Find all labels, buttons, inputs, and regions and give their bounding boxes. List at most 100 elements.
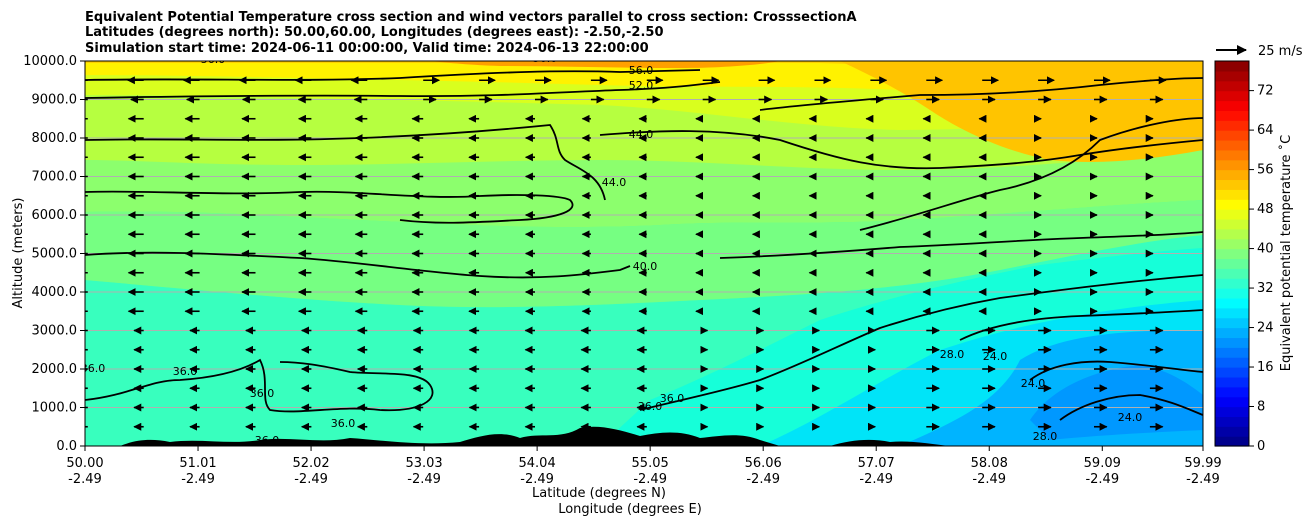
contour-label: 36.0: [331, 417, 356, 430]
colorbar-band: [1215, 209, 1249, 220]
colorbar-tick-label: 56: [1257, 163, 1274, 178]
quiver-key-label: 25 m/s: [1258, 44, 1303, 59]
x-tick-label-lon: -2.49: [633, 472, 667, 487]
y-tick-label: 3000.0: [32, 324, 78, 339]
contour-labels: 56.056.052.044.044.040.036.036.036.036.0…: [81, 52, 1143, 447]
y-tick-label: 0.0: [56, 439, 77, 454]
contour-label: 36.0: [638, 400, 663, 413]
theta-band-20: [1030, 365, 1203, 440]
colorbar-band: [1215, 396, 1249, 408]
x-tick-label-lat: 55.05: [632, 456, 669, 471]
chart-title-line-2: Latitudes (degrees north): 50.00,60.00, …: [85, 25, 664, 40]
colorbar-band: [1215, 278, 1249, 289]
contour-label: 36.0: [255, 434, 280, 447]
colorbar-band: [1215, 169, 1249, 181]
x-tick-label-lat: 58.08: [971, 456, 1008, 471]
x-tick-label-lat: 59.09: [1084, 456, 1121, 471]
x-tick-label-lon: -2.49: [407, 472, 441, 487]
contour-label: 56.0: [201, 53, 226, 66]
colorbar-tick-label: 48: [1257, 202, 1274, 217]
quiver-key: 25 m/s: [1216, 44, 1303, 59]
contour-label: 36.0: [173, 365, 198, 378]
colorbar-band: [1215, 386, 1249, 398]
contour-label: 44.0: [602, 176, 627, 189]
y-tick-label: 7000.0: [32, 170, 78, 185]
colorbar-band: [1215, 416, 1249, 427]
colorbar-band: [1215, 327, 1249, 339]
x-tick-label-lon: -2.49: [1186, 472, 1220, 487]
colorbar-band: [1215, 159, 1249, 171]
colorbar-band: [1215, 218, 1249, 230]
contour-label: 28.0: [1033, 430, 1058, 443]
x-tick-label-lon: -2.49: [859, 472, 893, 487]
y-axis: 0.0 1000.0 2000.0 3000.0 4000.0 5000.0 6000.0 7…: [23, 54, 85, 454]
y-tick-label: 10000.0: [23, 54, 77, 69]
y-tick-label: 1000.0: [32, 401, 78, 416]
colorbar-tick-label: 72: [1257, 84, 1274, 99]
colorbar-band: [1215, 317, 1249, 329]
contour-label: 40.0: [633, 260, 658, 273]
x-tick-label-lon: -2.49: [746, 472, 780, 487]
wind-vectors: [85, 76, 1167, 431]
contour-52: [85, 81, 721, 99]
y-tick-label: 2000.0: [32, 362, 78, 377]
colorbar-band: [1215, 70, 1249, 82]
x-tick-label-lat: 54.04: [519, 456, 556, 471]
contour-label: 36.0: [660, 392, 685, 405]
contour-label: 44.0: [629, 128, 654, 141]
colorbar-tick-label: 64: [1257, 123, 1274, 138]
x-tick-label-lat: 52.02: [292, 456, 329, 471]
contour-24-b: [1059, 394, 1203, 421]
contour-label: 36.0: [81, 362, 106, 375]
colorbar-band: [1215, 238, 1249, 250]
colorbar-band: [1215, 90, 1249, 102]
x-axis-label-lon: Longitude (degrees E): [558, 502, 702, 517]
colorbar-band: [1215, 189, 1249, 200]
x-axis-label-lat: Latitude (degrees N): [532, 486, 666, 501]
colorbar-band: [1215, 268, 1249, 279]
y-tick-label: 8000.0: [32, 131, 78, 146]
y-tick-label: 9000.0: [32, 93, 78, 108]
colorbar-band: [1215, 426, 1249, 437]
x-tick-label-lon: -2.49: [68, 472, 102, 487]
x-tick-label-lat: 51.01: [179, 456, 216, 471]
colorbar-frame: [1214, 60, 1250, 447]
y-axis-label: Altitude (meters): [11, 198, 26, 309]
colorbar-band: [1215, 357, 1249, 368]
colorbar-band: [1215, 307, 1249, 319]
colorbar-band: [1215, 199, 1249, 210]
colorbar-band: [1215, 100, 1249, 111]
colorbar-band: [1215, 258, 1249, 269]
contour-label: 24.0: [1118, 411, 1143, 424]
colorbar-band: [1215, 139, 1249, 151]
colorbar-band: [1215, 288, 1249, 299]
contour-label: 52.0: [629, 79, 654, 92]
x-tick-label-lat: 50.00: [66, 456, 103, 471]
colorbar-tick-label: 40: [1257, 242, 1274, 257]
contour-44b: [599, 130, 1203, 170]
colorbar-tick-label: 8: [1257, 400, 1265, 415]
contour-label: 56.0: [629, 64, 654, 77]
contour-36-left: [85, 358, 434, 413]
colorbar-band: [1215, 367, 1249, 378]
y-tick-label: 4000.0: [32, 285, 78, 300]
contour-40: [85, 251, 631, 279]
colorbar-band: [1215, 120, 1249, 131]
terrain: [85, 426, 950, 446]
contour-label: 28.0: [940, 348, 965, 361]
colorbar-band: [1215, 179, 1249, 190]
colorbar-band: [1215, 61, 1249, 72]
colorbar-band: [1215, 436, 1249, 447]
colorbar-band: [1215, 248, 1249, 260]
colorbar-band: [1215, 337, 1249, 348]
colorbar-band: [1215, 130, 1249, 141]
contour-36: [639, 274, 1203, 411]
contour-label: 56.0: [533, 52, 558, 65]
colorbar-tick-label: 16: [1257, 360, 1274, 375]
chart-title-line-3: Simulation start time: 2024-06-11 00:00:…: [85, 41, 649, 56]
y-tick-label: 6000.0: [32, 208, 78, 223]
contour-label: 24.0: [1021, 377, 1046, 390]
x-tick-label-lat: 57.07: [858, 456, 895, 471]
colorbar-band: [1215, 80, 1249, 92]
colorbar-tick-label: 32: [1257, 281, 1274, 296]
